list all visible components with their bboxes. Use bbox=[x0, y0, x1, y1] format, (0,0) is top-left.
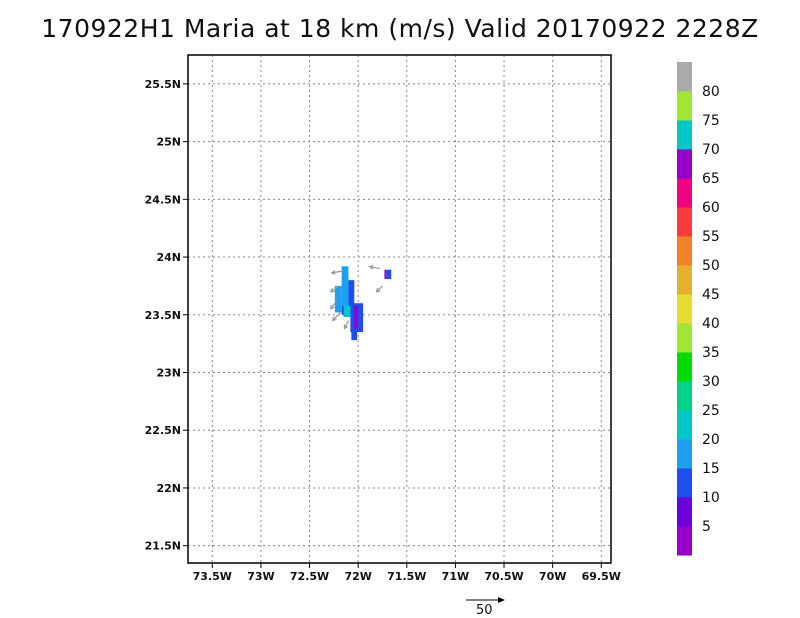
colorbar-segment bbox=[677, 410, 692, 440]
lon-tick-label: 73.5W bbox=[193, 570, 232, 583]
colorbar-label: 60 bbox=[702, 200, 720, 216]
wind-vector bbox=[330, 300, 338, 310]
colorbar-label: 75 bbox=[702, 113, 720, 129]
colorbar-segment bbox=[677, 236, 692, 266]
wind-vector bbox=[332, 312, 342, 321]
lat-tick-label: 22N bbox=[156, 482, 181, 495]
colorbar-segment bbox=[677, 468, 692, 498]
lat-tick-label: 24.5N bbox=[145, 193, 181, 206]
colorbar-label: 40 bbox=[702, 316, 720, 332]
lon-tick-label: 70.5W bbox=[484, 570, 523, 583]
lat-tick-label: 23.5N bbox=[145, 309, 181, 322]
wind-speed-cell bbox=[354, 305, 359, 329]
colorbar-segment bbox=[677, 120, 692, 150]
lat-tick-label: 25N bbox=[156, 136, 181, 149]
wind-speed-cell bbox=[341, 266, 349, 306]
colorbar-segment bbox=[677, 526, 692, 556]
wind-vector-head bbox=[368, 264, 374, 270]
colorbar-label: 80 bbox=[702, 84, 720, 100]
colorbar-label: 45 bbox=[702, 287, 720, 303]
lon-tick-label: 70W bbox=[539, 570, 566, 583]
colorbar-segment bbox=[677, 207, 692, 237]
colorbar-segment bbox=[677, 497, 692, 527]
colorbar-segment bbox=[677, 381, 692, 411]
wind-vector bbox=[343, 320, 349, 329]
colorbar-label: 50 bbox=[702, 258, 720, 274]
lon-tick-label: 71.5W bbox=[387, 570, 426, 583]
lon-tick-label: 72.5W bbox=[290, 570, 329, 583]
colorbar-label: 55 bbox=[702, 229, 720, 245]
wind-vectors bbox=[329, 264, 383, 330]
lat-tick-label: 23N bbox=[156, 367, 181, 380]
wind-speed-cell bbox=[386, 269, 392, 279]
reference-vector: 50 bbox=[466, 597, 505, 618]
wind-speed-cell bbox=[343, 305, 354, 318]
wind-vector-head bbox=[343, 324, 349, 330]
wind-speed-cell bbox=[384, 269, 387, 279]
lon-tick-label: 73W bbox=[247, 570, 274, 583]
colorbar-segment bbox=[677, 265, 692, 295]
colorbar-segment bbox=[677, 323, 692, 353]
colorbar-label: 20 bbox=[702, 432, 720, 448]
colorbar-segment bbox=[677, 439, 692, 469]
colorbar-segment bbox=[677, 294, 692, 324]
map-frame bbox=[187, 54, 612, 564]
wind-speed-cell bbox=[348, 280, 355, 309]
wind-vector bbox=[376, 285, 383, 293]
colorbar-label: 15 bbox=[702, 461, 720, 477]
wind-vector-head bbox=[329, 288, 335, 293]
wind-vector-head bbox=[330, 304, 335, 310]
wind-vector-head bbox=[331, 316, 337, 322]
colorbar-segment bbox=[677, 149, 692, 179]
lat-tick-label: 24N bbox=[156, 251, 181, 264]
reference-vector-label: 50 bbox=[476, 603, 493, 618]
latitude-ticks: 21.5N 22N 22.5N 23N 23.5N 24N 24.5N 25N 25.5N bbox=[145, 78, 188, 553]
colorbar-label: 10 bbox=[702, 490, 720, 506]
wind-vector bbox=[369, 266, 380, 270]
wind-vector-head bbox=[375, 287, 381, 293]
lon-tick-label: 69.5W bbox=[582, 570, 621, 583]
colorbar-label: 5 bbox=[702, 519, 711, 535]
wind-speed-cell bbox=[334, 285, 342, 313]
colorbar-label: 70 bbox=[702, 142, 720, 158]
colorbar-segment bbox=[677, 352, 692, 382]
wind-speed-cell bbox=[351, 326, 358, 341]
colorbar-label: 35 bbox=[702, 345, 720, 361]
colorbar-segment bbox=[677, 62, 692, 92]
wind-vector bbox=[330, 285, 340, 293]
wind-vector-head bbox=[330, 269, 336, 275]
lat-tick-label: 21.5N bbox=[145, 540, 181, 553]
lon-tick-label: 72W bbox=[344, 570, 371, 583]
lat-tick-label: 25.5N bbox=[145, 78, 181, 91]
colorbar-label: 25 bbox=[702, 403, 720, 419]
reference-arrow-head bbox=[498, 597, 505, 603]
wind-vector bbox=[331, 270, 344, 274]
grid-lines bbox=[188, 55, 611, 563]
colorbar: 5 10 15 20 25 30 35 40 45 50 55 60 65 70 75 80 bbox=[677, 62, 720, 556]
lat-tick-label: 22.5N bbox=[145, 424, 181, 437]
colorbar-label: 65 bbox=[702, 171, 720, 187]
map-title: 170922H1 Maria at 18 km (m/s) Valid 2017… bbox=[41, 14, 759, 43]
colorbar-label: 30 bbox=[702, 374, 720, 390]
colorbar-segment bbox=[677, 178, 692, 208]
longitude-ticks: 73.5W 73W 72.5W 72W 71.5W 71W 70.5W 70W 69.5W bbox=[193, 563, 621, 583]
wind-speed-field bbox=[334, 266, 392, 341]
lon-tick-label: 71W bbox=[442, 570, 469, 583]
colorbar-segment bbox=[677, 91, 692, 121]
